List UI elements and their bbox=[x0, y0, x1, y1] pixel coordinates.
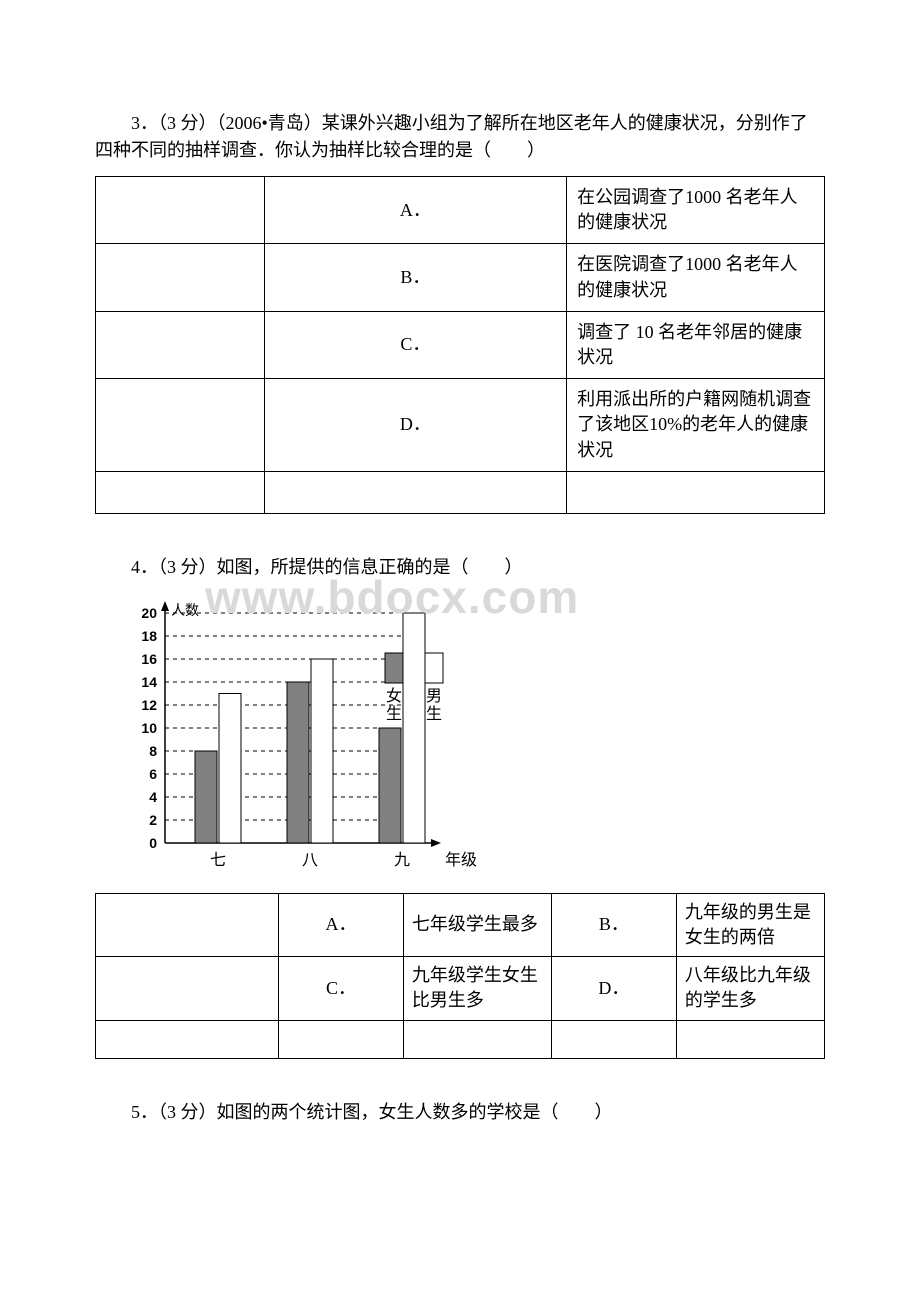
q3-empty bbox=[96, 244, 265, 311]
q4-empty bbox=[96, 893, 279, 956]
q4-opt-a-label: A． bbox=[279, 893, 404, 956]
svg-text:16: 16 bbox=[141, 651, 157, 667]
q4-opt-c-text: 九年级学生女生比男生多 bbox=[403, 957, 551, 1020]
q3-opt-c-label: C． bbox=[264, 311, 567, 378]
q3-opt-d-label: D． bbox=[264, 379, 567, 472]
q4-empty bbox=[96, 1020, 279, 1058]
q4-empty bbox=[279, 1020, 404, 1058]
q3-empty bbox=[96, 311, 265, 378]
q4-opt-d-label: D． bbox=[552, 957, 677, 1020]
q4-empty bbox=[403, 1020, 551, 1058]
svg-text:8: 8 bbox=[149, 743, 157, 759]
svg-text:14: 14 bbox=[141, 674, 157, 690]
svg-text:女: 女 bbox=[386, 686, 402, 705]
q4-empty bbox=[676, 1020, 824, 1058]
q4-bar-chart: 人数02468101214161820七八九年级女生男生 bbox=[115, 593, 535, 883]
q4-stem: 4．（3 分）如图，所提供的信息正确的是（ ） bbox=[95, 554, 825, 581]
q3-empty bbox=[96, 177, 265, 244]
svg-text:6: 6 bbox=[149, 766, 157, 782]
svg-text:人数: 人数 bbox=[171, 603, 199, 619]
q3-opt-a-label: A． bbox=[264, 177, 567, 244]
svg-text:18: 18 bbox=[141, 628, 157, 644]
svg-text:男: 男 bbox=[426, 688, 442, 705]
q3-opt-d-text: 利用派出所的户籍网随机调查了该地区10%的老年人的健康状况 bbox=[567, 379, 825, 472]
svg-text:九: 九 bbox=[394, 851, 410, 869]
svg-text:20: 20 bbox=[141, 605, 157, 621]
svg-text:七: 七 bbox=[210, 851, 226, 869]
q3-stem: 3．（3 分）（2006•青岛）某课外兴趣小组为了解所在地区老年人的健康状况，分… bbox=[95, 110, 825, 164]
svg-text:4: 4 bbox=[149, 789, 157, 805]
q4-stem-text: 4．（3 分）如图，所提供的信息正确的是（ ） bbox=[131, 557, 523, 577]
q4-opt-b-text: 九年级的男生是女生的两倍 bbox=[676, 893, 824, 956]
q3-empty bbox=[96, 379, 265, 472]
q3-empty bbox=[264, 471, 567, 513]
q3-stem-text: 3．（3 分）（2006•青岛）某课外兴趣小组为了解所在地区老年人的健康状况，分… bbox=[95, 113, 808, 160]
q3-opt-b-label: B． bbox=[264, 244, 567, 311]
q4-options-table: A． 七年级学生最多 B． 九年级的男生是女生的两倍 C． 九年级学生女生比男生… bbox=[95, 893, 825, 1059]
q4-opt-c-label: C． bbox=[279, 957, 404, 1020]
q3-options-table: A． 在公园调查了1000 名老年人的健康状况 B． 在医院调查了1000 名老… bbox=[95, 176, 825, 514]
q3-empty bbox=[96, 471, 265, 513]
q4-empty bbox=[96, 957, 279, 1020]
q3-opt-c-text: 调查了 10 名老年邻居的健康状况 bbox=[567, 311, 825, 378]
q4-empty bbox=[552, 1020, 677, 1058]
q5-stem: 5．（3 分）如图的两个统计图，女生人数多的学校是（ ） bbox=[95, 1099, 825, 1126]
svg-text:年级: 年级 bbox=[445, 851, 477, 869]
q3-opt-b-text: 在医院调查了1000 名老年人的健康状况 bbox=[567, 244, 825, 311]
q4-opt-d-text: 八年级比九年级的学生多 bbox=[676, 957, 824, 1020]
q4-opt-a-text: 七年级学生最多 bbox=[403, 893, 551, 956]
svg-text:2: 2 bbox=[149, 812, 157, 828]
q3-empty bbox=[567, 471, 825, 513]
q5-stem-text: 5．（3 分）如图的两个统计图，女生人数多的学校是（ ） bbox=[131, 1102, 613, 1122]
svg-text:生: 生 bbox=[386, 705, 402, 723]
q3-opt-a-text: 在公园调查了1000 名老年人的健康状况 bbox=[567, 177, 825, 244]
svg-text:八: 八 bbox=[302, 852, 318, 869]
q4-opt-b-label: B． bbox=[552, 893, 677, 956]
q4-chart-wrap: www.bdocx.com 人数02468101214161820七八九年级女生… bbox=[115, 593, 825, 883]
svg-text:生: 生 bbox=[426, 705, 442, 723]
svg-text:12: 12 bbox=[141, 697, 157, 713]
svg-text:0: 0 bbox=[149, 835, 157, 851]
svg-text:10: 10 bbox=[141, 720, 157, 736]
